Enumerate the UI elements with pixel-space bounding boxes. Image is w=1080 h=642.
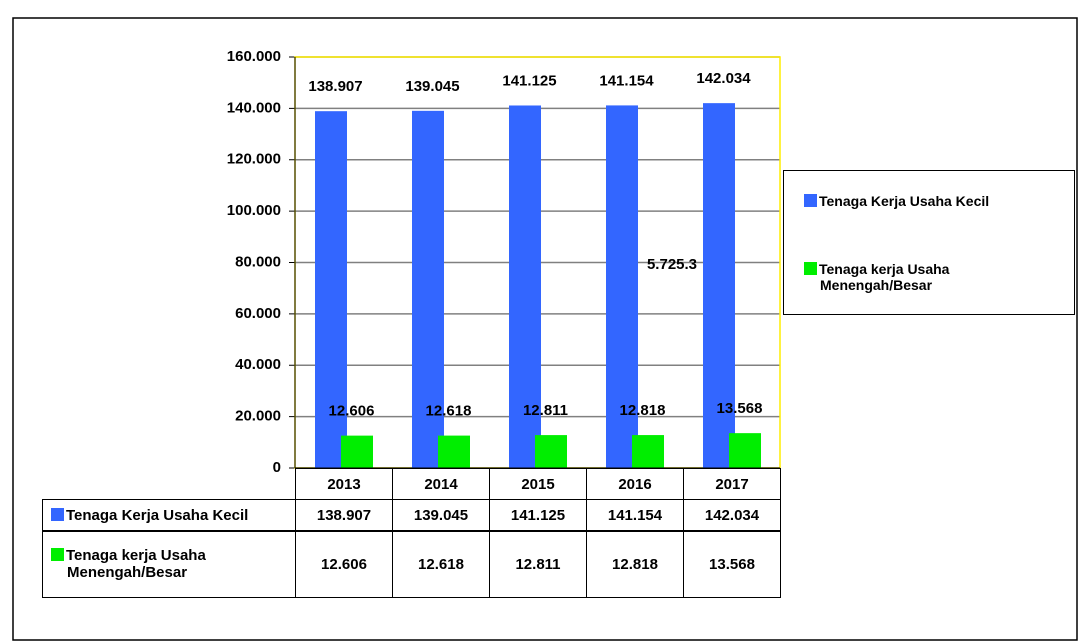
bar [535,435,567,468]
y-tick-label: 40.000 [235,356,281,373]
legend-swatch [804,194,817,207]
data-label: 12.606 [329,403,375,420]
data-label: 13.568 [717,400,763,417]
annotation: 5.725.3 [647,256,697,273]
data-label: 141.125 [502,72,556,89]
bar [703,103,735,469]
y-tick-label: 20.000 [235,408,281,425]
table-header: 2014 [392,468,490,500]
y-tick-label: 80.000 [235,253,281,270]
bar [341,435,373,468]
table-cell: 138.907 [295,499,393,532]
row-name: Tenaga kerja Usaha Menengah/Besar [66,547,206,581]
data-label: 12.811 [523,402,568,419]
bar [438,435,470,468]
table-cell: 141.125 [489,499,587,532]
legend-swatch [51,548,64,561]
table-cell: 13.568 [683,530,781,598]
legend-swatch [51,508,64,521]
table-header: 2017 [683,468,781,500]
table-cell: 12.811 [489,530,587,598]
table-cell: 12.606 [295,530,393,598]
y-tick-label: 0 [273,459,281,476]
data-label: 142.034 [696,70,751,87]
y-tick-label: 60.000 [235,305,281,322]
table-cell: 141.154 [586,499,684,532]
row-label: Tenaga Kerja Usaha Kecil [51,507,248,524]
table-header: 2013 [295,468,393,500]
bar [729,433,761,468]
legend-label: Tenaga kerja Usaha Menengah/Besar [819,261,950,293]
y-tick-label: 160.000 [227,48,281,65]
table-header: 2016 [586,468,684,500]
row-label: Tenaga kerja Usaha Menengah/Besar [51,547,295,581]
frame [12,17,1078,641]
legend-item: Tenaga Kerja Usaha Kecil [804,193,1060,209]
table-cell: 139.045 [392,499,490,532]
table-cell: 142.034 [683,499,781,532]
table-cell: 12.618 [392,530,490,598]
table-cell: 12.818 [586,530,684,598]
y-tick-label: 140.000 [227,99,281,116]
row-name: Tenaga Kerja Usaha Kecil [66,507,249,524]
data-label: 12.618 [426,403,472,420]
bar [509,105,541,468]
legend: Tenaga Kerja Usaha Kecil Tenaga kerja Usa… [783,170,1075,315]
data-label: 138.907 [308,78,362,95]
data-label: 139.045 [405,78,459,95]
legend-label: Tenaga Kerja Usaha Kecil [819,193,990,209]
data-label: 12.818 [620,402,666,419]
table-header: 2015 [489,468,587,500]
bar [632,435,664,468]
row-header: Tenaga kerja Usaha Menengah/Besar [42,530,296,598]
legend-item: Tenaga kerja Usaha Menengah/Besar [804,261,1060,293]
bar [606,105,638,469]
bar [412,110,444,468]
row-header: Tenaga Kerja Usaha Kecil [42,499,296,532]
y-tick-label: 100.000 [227,202,281,219]
bar [315,111,347,468]
data-label: 141.154 [599,72,654,89]
y-tick-label: 120.000 [227,151,281,168]
legend-swatch [804,262,817,275]
